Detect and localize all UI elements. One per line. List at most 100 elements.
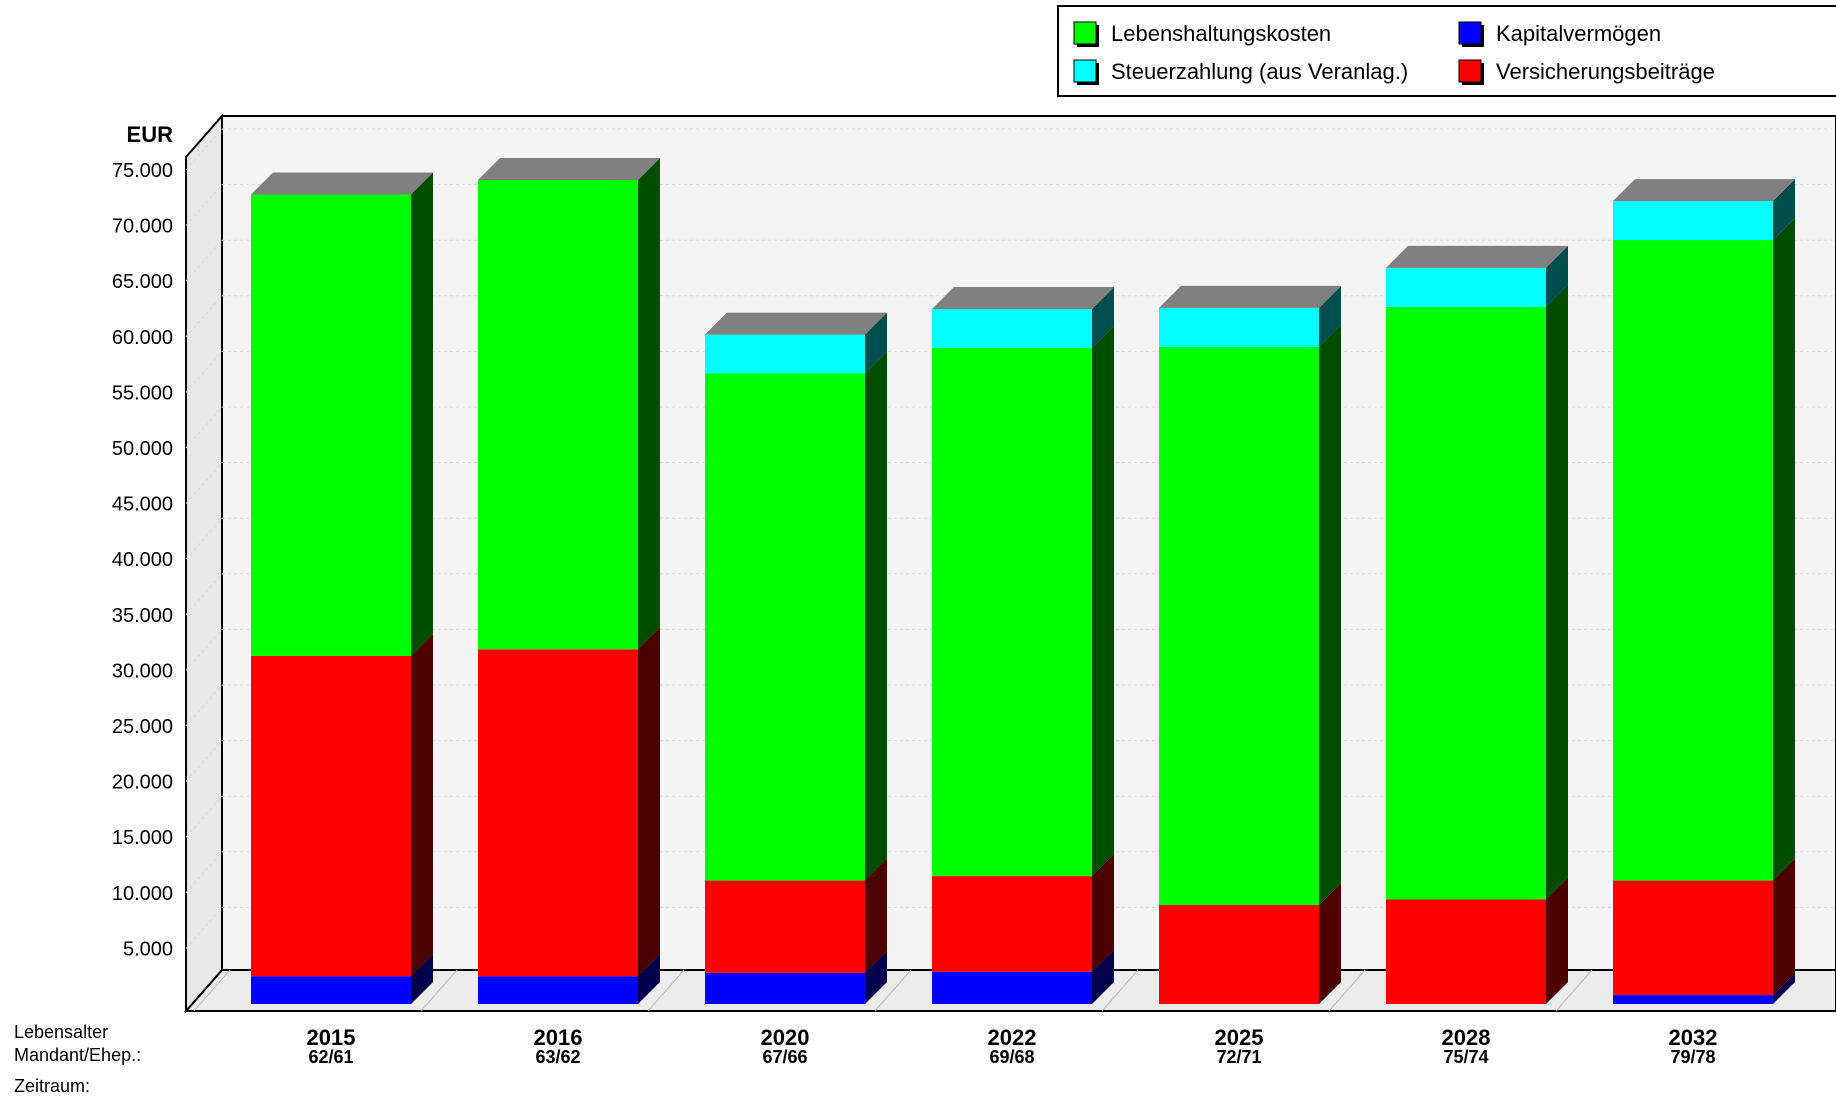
bar-segment [705, 373, 865, 881]
y-axis-label: EUR [127, 122, 174, 147]
row-label-mandant: Mandant/Ehep.: [14, 1045, 141, 1065]
legend-item: Steuerzahlung (aus Veranlag.) [1073, 59, 1408, 85]
y-tick-label: 30.000 [112, 660, 173, 682]
bar-segment [478, 976, 638, 1004]
bar-segment-side [1773, 858, 1795, 996]
x-tick-sublabel: 75/74 [1443, 1047, 1488, 1067]
x-tick-sublabel: 79/78 [1670, 1047, 1715, 1067]
legend-label: Steuerzahlung (aus Veranlag.) [1111, 59, 1408, 84]
bar-segment [1386, 306, 1546, 900]
y-tick-label: 75.000 [112, 160, 173, 182]
bar-segment-side [1773, 973, 1795, 1004]
legend: Lebenshaltungskosten Kapitalvermögen Steue… [1057, 5, 1836, 97]
floor-divider [1328, 969, 1366, 1012]
x-tick-label: 2028 [1442, 1025, 1491, 1050]
floor-divider [1555, 969, 1593, 1012]
bar-segment-side [1319, 883, 1341, 1004]
legend-item: Lebenshaltungskosten [1073, 21, 1331, 47]
bar-segment-side [1092, 325, 1114, 877]
bar-segment-side [411, 633, 433, 977]
row-label-zeitraum: Zeitraum: [14, 1076, 90, 1096]
bar-segment [705, 972, 865, 1004]
bar-2022 [932, 287, 1114, 1004]
floor-divider [647, 969, 685, 1012]
row-label-lebensalter: Lebensalter [14, 1022, 108, 1042]
bar-segment [1159, 307, 1319, 347]
legend-label: Kapitalvermögen [1496, 21, 1661, 46]
x-tick-sublabel: 62/61 [308, 1047, 353, 1067]
bar-segment [1613, 201, 1773, 241]
y-tick-label: 15.000 [112, 827, 173, 849]
bar-segment-side [411, 172, 433, 656]
bar-segment-side [1319, 285, 1341, 347]
y-tick-label: 55.000 [112, 382, 173, 404]
bar-segment [705, 334, 865, 374]
bar-segment-side [865, 950, 887, 1004]
row-labels: Lebensalter Mandant/Ehep.: Zeitraum: [14, 1022, 141, 1096]
bar-segment [1386, 267, 1546, 307]
bar-segment-side [1546, 877, 1568, 1004]
bars [251, 158, 1795, 1004]
x-tick-label: 2016 [534, 1025, 583, 1050]
bar-2025 [1159, 285, 1341, 1004]
bar-segment-side [865, 858, 887, 973]
bar-2032 [1613, 179, 1795, 1004]
bar-segment [1386, 899, 1546, 1004]
bar-segment-side [1092, 949, 1114, 1004]
x-tick-sublabel: 63/62 [535, 1047, 580, 1067]
bar-segment [478, 180, 638, 650]
x-tick-sublabel: 69/68 [989, 1047, 1034, 1067]
legend-box [1057, 5, 1836, 97]
bar-segment [1159, 905, 1319, 1004]
legend-item: Versicherungsbeiträge [1458, 59, 1715, 85]
bar-segment [478, 649, 638, 977]
legend-swatch [1458, 21, 1482, 45]
bar-segment-side [638, 627, 660, 977]
bar-segment-side [1546, 284, 1568, 900]
legend-swatch [1458, 59, 1482, 83]
bar-top [478, 158, 660, 181]
bar-segment [1159, 346, 1319, 906]
y-tick-label: 70.000 [112, 216, 173, 238]
x-tick-label: 2020 [761, 1025, 810, 1050]
x-tick-label: 2025 [1215, 1025, 1264, 1050]
bar-top [1613, 179, 1795, 202]
floor-dividers [193, 969, 1593, 1012]
y-tick-label: 10.000 [112, 883, 173, 905]
bar-top [1159, 285, 1341, 308]
y-tick-label: 25.000 [112, 716, 173, 738]
bar-top [251, 172, 433, 195]
bar-segment [932, 309, 1092, 348]
legend-label: Versicherungsbeiträge [1496, 59, 1715, 84]
x-tick-label: 2022 [988, 1025, 1037, 1050]
bar-segment [932, 347, 1092, 877]
bar-segment [1613, 240, 1773, 881]
bar-segment-side [638, 954, 660, 1004]
bar-segment [251, 655, 411, 977]
bar-segment-side [638, 158, 660, 650]
bar-segment-side [1092, 287, 1114, 348]
floor-divider [874, 969, 912, 1012]
bar-segment-side [1773, 179, 1795, 241]
legend-swatch [1073, 59, 1097, 83]
bar-segment-side [1092, 854, 1114, 972]
bar-2020 [705, 312, 887, 1004]
legend-swatch [1073, 21, 1097, 45]
y-axis: EUR 5.000 10.000 15.000 20.000 25.000 30.000 3… [112, 122, 173, 960]
y-tick-label: 50.000 [112, 438, 173, 460]
bar-2016 [478, 158, 660, 1004]
x-tick-sublabel: 72/71 [1216, 1047, 1261, 1067]
y-tick-label: 65.000 [112, 271, 173, 293]
bar-top [1386, 245, 1568, 268]
bar-segment-side [1546, 245, 1568, 307]
y-tick-label: 20.000 [112, 772, 173, 794]
y-tick-label: 45.000 [112, 494, 173, 516]
floor-divider [193, 969, 231, 1012]
plot-side-wall [185, 113, 223, 1014]
y-tick-label: 5.000 [123, 938, 173, 960]
bar-segment-side [1319, 324, 1341, 906]
bar-segment [705, 880, 865, 973]
legend-label: Lebenshaltungskosten [1111, 21, 1331, 46]
floor-divider [1101, 969, 1139, 1012]
